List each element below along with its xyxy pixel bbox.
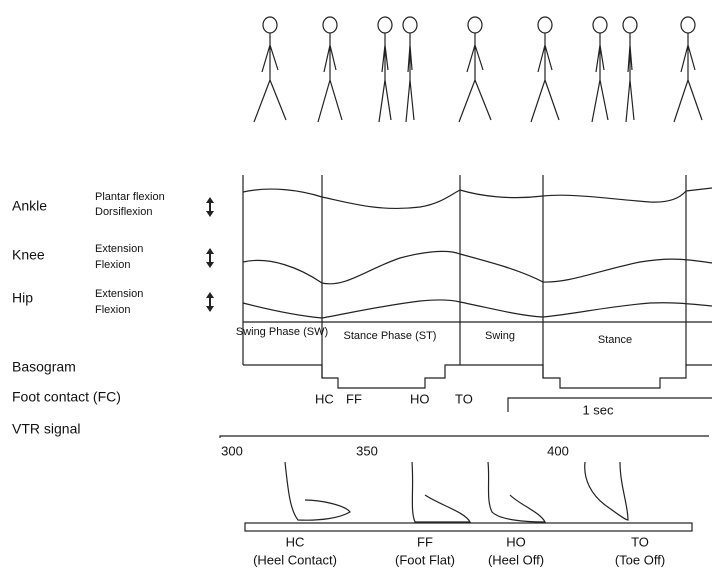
foot-ff <box>412 462 470 522</box>
signal-lower: Dorsiflexion <box>95 206 152 218</box>
walking-figure <box>378 17 392 122</box>
signal-upper: Extension <box>95 243 143 255</box>
signal-name: Knee <box>12 247 45 263</box>
time-scale: 1 sec <box>582 402 614 417</box>
walking-figure <box>623 17 637 122</box>
walking-figure <box>592 17 608 122</box>
walking-figure <box>254 17 286 122</box>
phase-label: Swing <box>485 330 515 342</box>
vtr-label: VTR signal <box>12 421 80 437</box>
signal-name: Ankle <box>12 198 47 214</box>
signal-lower: Flexion <box>95 304 130 316</box>
foot-to <box>585 462 628 520</box>
hip-curve <box>243 300 712 318</box>
arrows <box>206 197 214 312</box>
arrow <box>206 197 214 217</box>
position-name: (Toe Off) <box>615 552 665 567</box>
phase-label: Stance Phase (ST) <box>344 330 437 342</box>
knee-curve <box>243 251 712 283</box>
vtr-tick: 350 <box>356 443 378 458</box>
foot-contact-label: Foot contact (FC) <box>12 389 121 405</box>
gait-diagram: Ankle Plantar flexion Dorsiflexion Knee … <box>0 0 712 573</box>
event: TO <box>455 391 473 406</box>
signal-upper: Plantar flexion <box>95 191 165 203</box>
arrow <box>206 292 214 312</box>
floor <box>245 523 692 531</box>
position-name: (Heel Contact) <box>253 552 337 567</box>
position-abbr: TO <box>631 534 649 549</box>
walking-figures <box>254 17 702 122</box>
walking-figure <box>318 17 342 122</box>
event: HO <box>410 391 430 406</box>
foot-ho <box>488 462 545 522</box>
signal-lower: Flexion <box>95 259 130 271</box>
position-name: (Foot Flat) <box>395 552 455 567</box>
phase-label: Swing Phase (SW) <box>236 326 328 338</box>
position-abbr: FF <box>417 534 433 549</box>
foot-hc <box>285 462 350 520</box>
position-abbr: HO <box>506 534 526 549</box>
walking-figure <box>459 17 491 122</box>
phase-label: Stance <box>598 334 632 346</box>
signal-upper: Extension <box>95 288 143 300</box>
vtr-tick: 300 <box>221 443 243 458</box>
basogram-line <box>243 365 712 388</box>
phase-dividers <box>243 175 686 378</box>
basogram-label: Basogram <box>12 359 76 375</box>
feet <box>245 462 692 531</box>
event: HC <box>315 391 334 406</box>
position-name: (Heel Off) <box>488 552 544 567</box>
walking-figure <box>674 17 702 122</box>
vtr-tick: 400 <box>547 443 569 458</box>
vtr-signal <box>220 436 709 438</box>
event: FF <box>346 391 362 406</box>
walking-figure <box>531 17 559 122</box>
signal-name: Hip <box>12 290 33 306</box>
arrow <box>206 248 214 268</box>
waveforms <box>243 188 712 318</box>
position-abbr: HC <box>286 534 305 549</box>
ankle-curve <box>243 188 712 208</box>
walking-figure <box>403 17 417 122</box>
